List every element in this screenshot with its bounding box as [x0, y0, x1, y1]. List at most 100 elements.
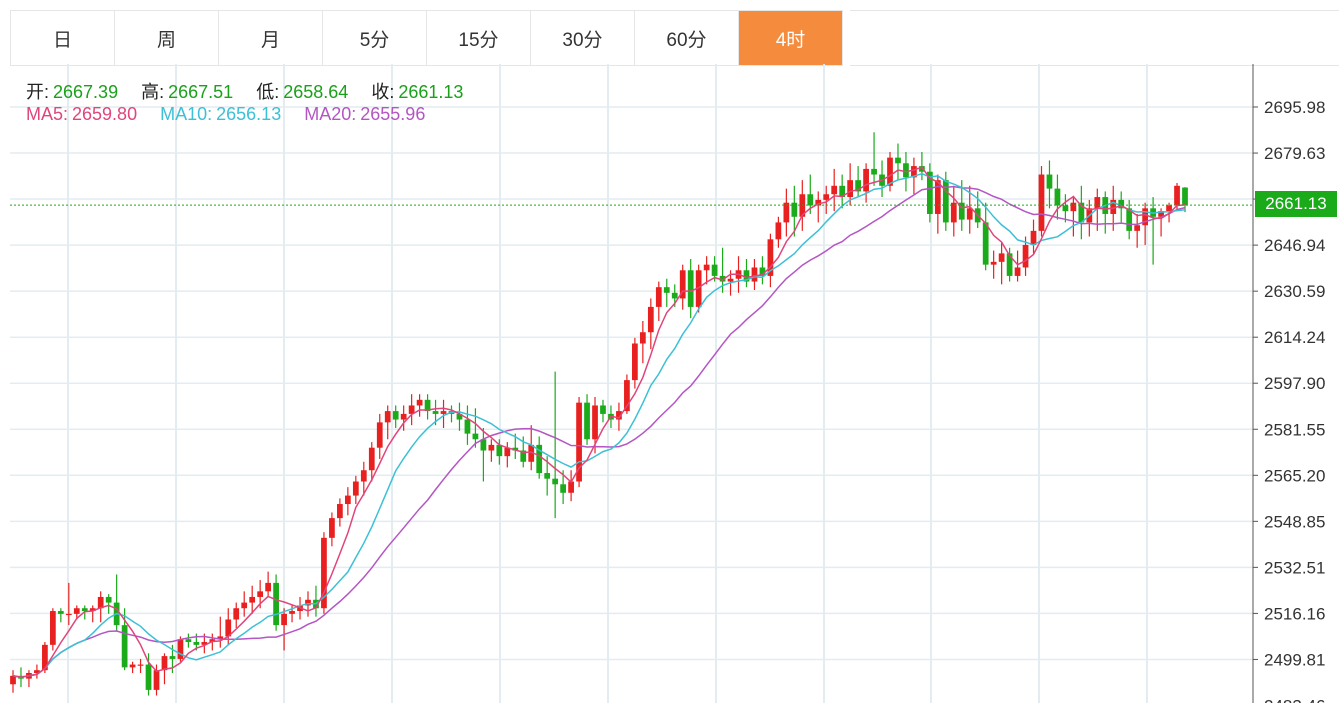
candle-body — [424, 399, 431, 412]
candle-body — [767, 239, 774, 276]
candle-body — [624, 380, 630, 412]
candle-body — [209, 639, 216, 643]
candle-body — [337, 504, 343, 519]
ma10-label: MA10: — [160, 104, 213, 124]
candle-body — [34, 670, 40, 674]
y-tick-label: 2695.98 — [1264, 98, 1325, 117]
candle-body — [65, 613, 72, 616]
tab-30min[interactable]: 30分 — [531, 11, 635, 65]
candle-body — [751, 267, 758, 282]
candle-body — [1110, 199, 1117, 214]
candle-body — [911, 166, 917, 178]
ma-readout: MA5: 2659.80 MA10: 2656.13 MA20: 2655.96 — [26, 104, 429, 125]
tab-5min[interactable]: 5分 — [323, 11, 427, 65]
candle-body — [815, 199, 822, 206]
candle-body — [512, 447, 519, 451]
candle-body — [321, 537, 327, 609]
low-value: 2658.64 — [283, 82, 349, 102]
candle-body — [488, 444, 495, 451]
candle-body — [934, 180, 941, 214]
candle-body — [919, 166, 925, 172]
ma20-value: 2655.96 — [360, 104, 426, 124]
candle-body — [807, 194, 814, 206]
candle-body — [73, 608, 80, 614]
candle-body — [1030, 230, 1037, 245]
open-label: 开: — [26, 82, 50, 102]
tab-4hour[interactable]: 4时 — [739, 11, 843, 65]
y-tick-label: 2499.81 — [1264, 650, 1325, 669]
candle-body — [791, 202, 798, 217]
candle-body — [464, 419, 471, 434]
candle-body — [990, 261, 997, 265]
ma10-line — [12, 172, 1186, 678]
candle-body — [655, 287, 662, 307]
tab-week[interactable]: 周 — [115, 11, 219, 65]
candle-body — [392, 411, 399, 420]
candle-body — [958, 202, 965, 220]
candle-body — [368, 447, 375, 471]
candle-body — [185, 639, 192, 643]
candle-body — [552, 478, 559, 485]
candle-body — [145, 664, 152, 690]
candle-body — [456, 413, 463, 420]
candle-body — [703, 264, 710, 271]
candle-body — [592, 405, 598, 440]
candle-body — [273, 582, 279, 626]
candle-body — [663, 287, 670, 293]
candle-body — [687, 270, 694, 307]
candle-body — [89, 608, 96, 612]
ma20-line — [12, 185, 1186, 678]
ma5-value: 2659.80 — [72, 104, 138, 124]
candle-body — [544, 473, 551, 479]
close-value: 2661.13 — [398, 82, 464, 102]
tab-month[interactable]: 月 — [219, 11, 323, 65]
candle-body — [600, 405, 606, 414]
candle-body — [360, 470, 367, 482]
candle-body — [137, 664, 144, 666]
y-tick-label: 2581.55 — [1264, 420, 1325, 439]
candle-body — [42, 644, 48, 671]
candle-body — [887, 157, 893, 186]
tab-day[interactable]: 日 — [11, 11, 115, 65]
candle-body — [759, 267, 766, 276]
candle-body — [584, 402, 590, 440]
tab-15min[interactable]: 15分 — [427, 11, 531, 65]
y-tick-label: 2483.46 — [1264, 697, 1325, 703]
candle-body — [823, 194, 830, 200]
candle-body — [265, 582, 271, 592]
candle-body — [671, 292, 678, 299]
candle-body — [10, 675, 16, 685]
candle-body — [217, 636, 224, 640]
candle-body — [727, 278, 734, 282]
candle-body — [831, 185, 838, 195]
candle-body — [1078, 202, 1085, 223]
candle-body — [121, 625, 128, 668]
candle-body — [201, 642, 208, 645]
candle-body — [496, 444, 503, 457]
candle-body — [281, 613, 287, 626]
candle-body — [1014, 267, 1021, 276]
y-tick-label: 2597.90 — [1264, 374, 1325, 393]
candle-body — [305, 599, 311, 606]
y-tick-label: 2532.51 — [1264, 558, 1325, 577]
candle-body — [105, 596, 112, 603]
candle-body — [161, 656, 168, 671]
ma10-value: 2656.13 — [216, 104, 282, 124]
candle-body — [472, 433, 479, 440]
candle-body — [1070, 202, 1077, 212]
y-tick-label: 2565.20 — [1264, 466, 1325, 485]
candle-body — [871, 168, 877, 175]
tab-60min[interactable]: 60分 — [635, 11, 739, 65]
candle-body — [1006, 253, 1013, 276]
candle-body — [639, 332, 646, 344]
y-tick-label: 2630.59 — [1264, 282, 1325, 301]
candle-body — [927, 171, 933, 214]
candle-body — [950, 202, 957, 223]
y-tick-label: 2614.24 — [1264, 328, 1325, 347]
candle-body — [352, 481, 359, 496]
candle-body — [289, 611, 295, 614]
candle-body — [376, 422, 383, 448]
candle-body — [416, 399, 423, 406]
candle-body — [233, 608, 240, 620]
